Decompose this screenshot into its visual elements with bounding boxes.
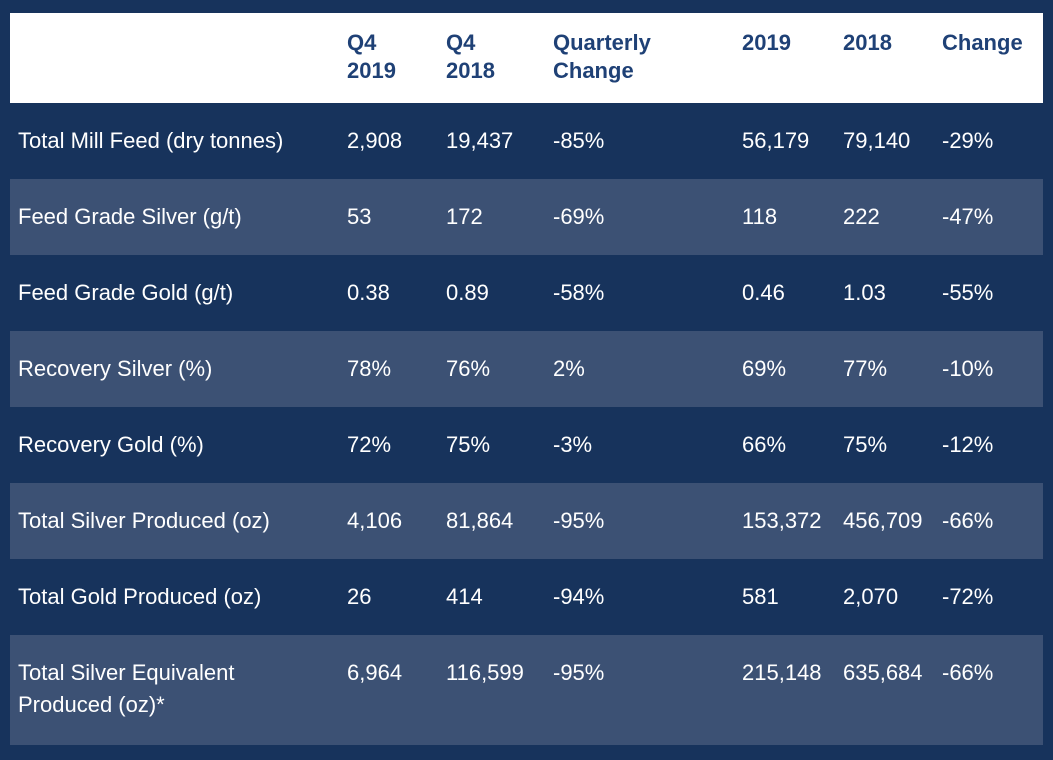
cell-q4-2018: 76% <box>446 356 491 381</box>
cell-q4-2019: 6,964 <box>347 660 403 685</box>
column-header-q4-2018: Q4 2018 <box>446 30 495 83</box>
column-header-change: Change <box>942 30 1023 55</box>
table-row-total-silver-produced: Total Silver Produced (oz) 4,106 81,864 … <box>10 483 1043 559</box>
cell-2018: 222 <box>843 204 880 229</box>
cell-q4-2019: 26 <box>347 584 372 609</box>
cell-2018: 635,684 <box>843 660 923 685</box>
cell-2019: 0.46 <box>742 280 785 305</box>
cell-q4-2018: 414 <box>446 584 483 609</box>
row-label: Recovery Silver (%) <box>18 356 213 381</box>
cell-q4-2019: 53 <box>347 204 372 229</box>
row-label: Recovery Gold (%) <box>18 432 204 457</box>
row-label: Total Silver Produced (oz) <box>18 508 270 533</box>
row-label: Feed Grade Gold (g/t) <box>18 280 234 305</box>
cell-2018: 79,140 <box>843 128 911 153</box>
cell-2019: 581 <box>742 584 779 609</box>
cell-q4-2018: 0.89 <box>446 280 489 305</box>
cell-change: -10% <box>942 356 994 381</box>
table-header: Q4 2019 Q4 2018 Quarterly Change 2019 20… <box>10 13 1043 103</box>
table-body: Total Mill Feed (dry tonnes) 2,908 19,43… <box>10 103 1043 745</box>
cell-2018: 77% <box>843 356 888 381</box>
production-results-table: Q4 2019 Q4 2018 Quarterly Change 2019 20… <box>10 13 1043 745</box>
cell-2018: 456,709 <box>843 508 923 533</box>
cell-q4-2019: 4,106 <box>347 508 403 533</box>
cell-2019: 56,179 <box>742 128 810 153</box>
cell-quarterly-change: -95% <box>553 508 605 533</box>
cell-change: -47% <box>942 204 994 229</box>
cell-change: -12% <box>942 432 994 457</box>
cell-q4-2018: 172 <box>446 204 483 229</box>
cell-quarterly-change: -85% <box>553 128 605 153</box>
table-row-total-gold-produced: Total Gold Produced (oz) 26 414 -94% 581… <box>10 559 1043 635</box>
row-label: Feed Grade Silver (g/t) <box>18 204 242 229</box>
table-row-recovery-silver: Recovery Silver (%) 78% 76% 2% 69% 77% -… <box>10 331 1043 407</box>
table-row-total-mill-feed: Total Mill Feed (dry tonnes) 2,908 19,43… <box>10 103 1043 179</box>
cell-q4-2019: 72% <box>347 432 392 457</box>
header-row: Q4 2019 Q4 2018 Quarterly Change 2019 20… <box>10 13 1043 103</box>
cell-quarterly-change: -69% <box>553 204 605 229</box>
cell-2018: 1.03 <box>843 280 886 305</box>
table-row-feed-grade-gold: Feed Grade Gold (g/t) 0.38 0.89 -58% 0.4… <box>10 255 1043 331</box>
row-label: Total Silver Equivalent Produced (oz)* <box>18 660 235 717</box>
cell-quarterly-change: -94% <box>553 584 605 609</box>
cell-q4-2019: 2,908 <box>347 128 403 153</box>
row-label: Total Gold Produced (oz) <box>18 584 262 609</box>
column-header-2019: 2019 <box>742 30 791 55</box>
cell-2019: 153,372 <box>742 508 822 533</box>
cell-change: -66% <box>942 660 994 685</box>
cell-q4-2018: 81,864 <box>446 508 514 533</box>
table-row-recovery-gold: Recovery Gold (%) 72% 75% -3% 66% 75% -1… <box>10 407 1043 483</box>
cell-change: -55% <box>942 280 994 305</box>
column-header-metric <box>10 13 339 103</box>
cell-quarterly-change: -3% <box>553 432 593 457</box>
cell-q4-2018: 116,599 <box>446 660 524 685</box>
table-row-feed-grade-silver: Feed Grade Silver (g/t) 53 172 -69% 118 … <box>10 179 1043 255</box>
cell-2019: 118 <box>742 204 778 229</box>
cell-2018: 2,070 <box>843 584 899 609</box>
cell-2018: 75% <box>843 432 888 457</box>
cell-q4-2018: 75% <box>446 432 491 457</box>
cell-q4-2019: 78% <box>347 356 392 381</box>
cell-2019: 69% <box>742 356 787 381</box>
cell-change: -66% <box>942 508 994 533</box>
cell-2019: 215,148 <box>742 660 822 685</box>
cell-q4-2019: 0.38 <box>347 280 390 305</box>
cell-quarterly-change: -95% <box>553 660 605 685</box>
column-header-2018: 2018 <box>843 30 892 55</box>
cell-quarterly-change: 2% <box>553 356 585 381</box>
column-header-quarterly-change: Quarterly Change <box>553 30 651 83</box>
row-label: Total Mill Feed (dry tonnes) <box>18 128 284 153</box>
cell-change: -29% <box>942 128 994 153</box>
cell-quarterly-change: -58% <box>553 280 605 305</box>
table-row-total-silver-equivalent: Total Silver Equivalent Produced (oz)* 6… <box>10 635 1043 745</box>
cell-2019: 66% <box>742 432 787 457</box>
cell-change: -72% <box>942 584 994 609</box>
cell-q4-2018: 19,437 <box>446 128 514 153</box>
column-header-q4-2019: Q4 2019 <box>347 30 396 83</box>
